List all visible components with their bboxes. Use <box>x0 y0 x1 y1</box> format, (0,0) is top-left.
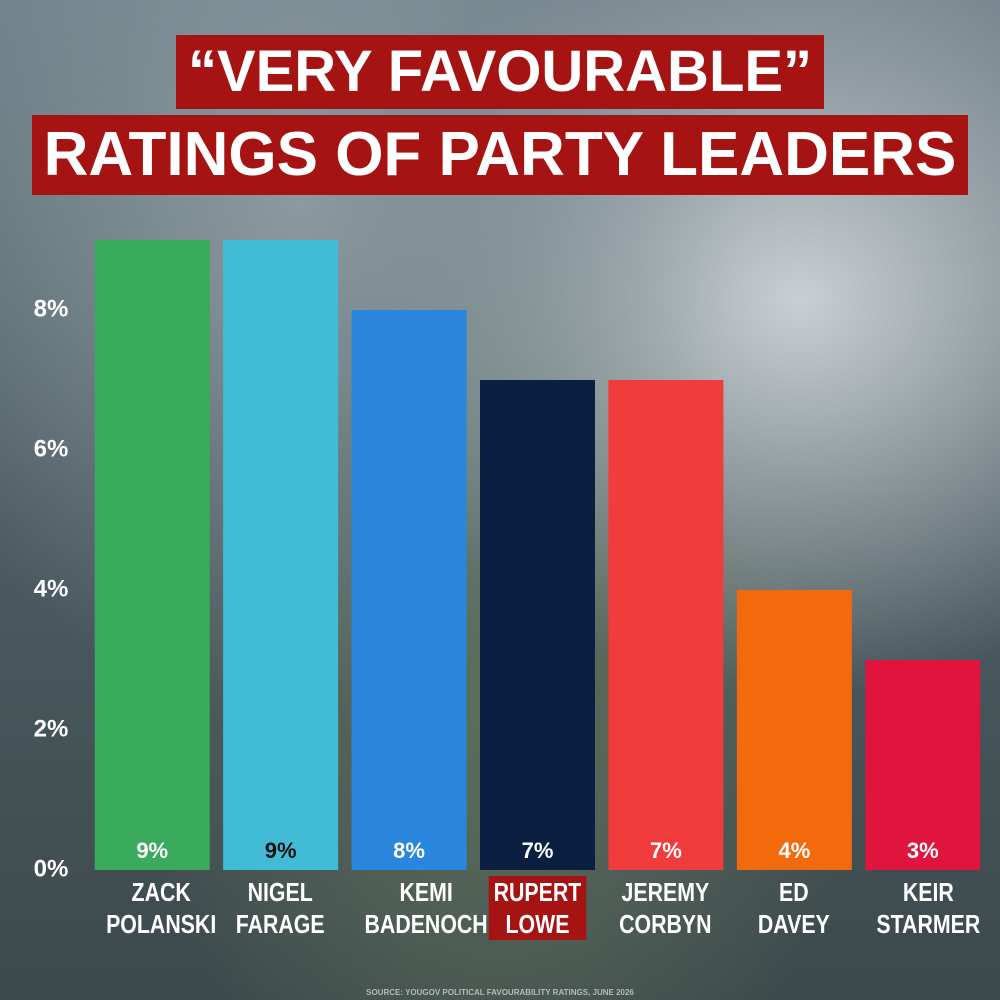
value-label: 9% <box>136 838 168 863</box>
title-row: “VERY FAVOURABLE” <box>0 35 1000 109</box>
value-label: 8% <box>393 838 425 863</box>
y-tick-label: 8% <box>34 295 69 322</box>
x-tick-label: KEIR STARMER <box>875 877 980 939</box>
category-cell: NIGEL FARAGE <box>216 876 344 940</box>
value-label: 7% <box>650 838 682 863</box>
category-cell: ZACK POLANSKI <box>88 876 216 940</box>
category-cell: RUPERT LOWE <box>473 876 601 940</box>
x-tick-label: ZACK POLANSKI <box>106 877 217 939</box>
category-cell: JEREMY CORBYN <box>602 876 730 940</box>
title-line: RATINGS OF PARTY LEADERS <box>31 115 969 195</box>
bar <box>480 380 595 870</box>
x-tick-label: KEMI BADENOCH <box>364 877 488 939</box>
x-tick-label: RUPERT LOWE <box>488 876 587 940</box>
bar <box>736 590 852 870</box>
y-tick-label: 0% <box>34 855 69 882</box>
category-cell: KEMI BADENOCH <box>345 876 487 940</box>
title-row: RATINGS OF PARTY LEADERS <box>0 115 1000 195</box>
value-label: 9% <box>265 838 297 863</box>
x-tick-label: JEREMY CORBYN <box>619 877 712 939</box>
y-tick-label: 6% <box>34 435 69 462</box>
bar <box>223 240 339 870</box>
y-tick-label: 2% <box>34 715 69 742</box>
value-label: 4% <box>778 838 810 863</box>
bar <box>94 240 210 870</box>
value-label: 7% <box>522 838 554 863</box>
value-label: 3% <box>907 838 939 863</box>
x-tick-label: NIGEL FARAGE <box>236 877 325 939</box>
source: SOURCE: YOUGOV POLITICAL FAVOURABILITY R… <box>366 988 634 997</box>
title-line: “VERY FAVOURABLE” <box>175 35 825 109</box>
y-tick-label: 4% <box>34 575 69 602</box>
bar <box>865 660 981 870</box>
bar <box>351 310 467 870</box>
category-cell: KEIR STARMER <box>859 876 987 940</box>
category-cell: ED DAVEY <box>730 876 858 940</box>
x-tick-label: ED DAVEY <box>758 877 831 939</box>
bar <box>608 380 724 870</box>
